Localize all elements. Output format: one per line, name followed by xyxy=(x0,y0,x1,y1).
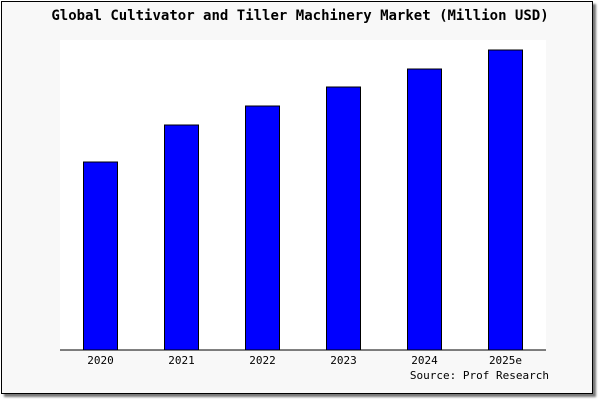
bar-2020 xyxy=(83,161,118,351)
bar-2024 xyxy=(407,68,442,351)
bar-2022 xyxy=(245,105,280,351)
x-tick-label: 2024 xyxy=(411,354,438,367)
x-tick-label: 2022 xyxy=(249,354,276,367)
bar-2021 xyxy=(164,124,199,351)
plot-area xyxy=(60,40,546,350)
x-tick-label: 2023 xyxy=(330,354,357,367)
source-note: Source: Prof Research xyxy=(410,369,549,382)
x-tick-label: 2020 xyxy=(87,354,114,367)
chart-title: Global Cultivator and Tiller Machinery M… xyxy=(51,8,548,24)
bar-2023 xyxy=(326,86,361,351)
x-tick-label: 2025e xyxy=(489,354,522,367)
bar-2025e xyxy=(488,49,523,351)
x-tick-label: 2021 xyxy=(168,354,195,367)
